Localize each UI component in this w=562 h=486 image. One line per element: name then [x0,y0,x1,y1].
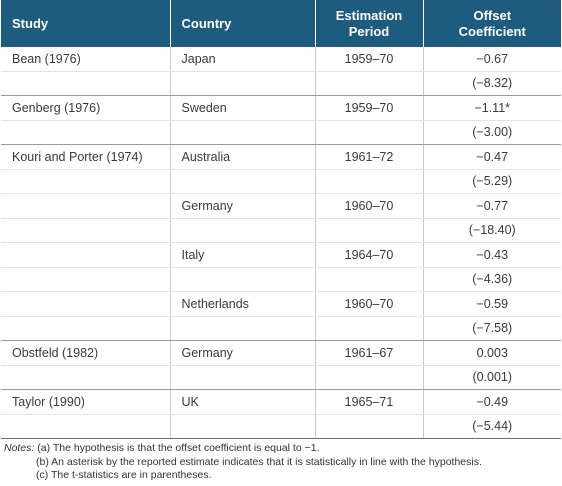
study-cell [1,193,171,219]
empty-cell [315,218,424,243]
tstat-cell: (−18.40) [423,218,561,243]
tstat-row: (−18.40) [1,218,561,243]
empty-cell [315,120,424,145]
table-row: Genberg (1976) Sweden 1959–70 −1.11* [1,95,561,121]
note-c: (c) The t-statistics are in parentheses. [36,469,212,481]
period-cell: 1960–70 [315,193,424,219]
tstat-row: (−5.29) [1,169,561,194]
coefficient-cell: −0.47 [423,144,561,170]
header-coef-line2: Coefficient [458,23,526,39]
empty-cell [315,267,424,292]
tstat-cell: (−5.29) [423,169,561,194]
country-cell: Japan [170,47,316,72]
empty-cell [170,316,316,341]
header-study: Study [1,0,171,47]
empty-cell [170,120,316,145]
country-cell: Italy [170,242,316,268]
period-cell: 1960–70 [315,291,424,317]
study-cell: Bean (1976) [1,47,171,72]
tstat-row: (−3.00) [1,120,561,145]
note-b: (b) An asterisk by the reported estimate… [36,455,482,468]
table-row: Bean (1976) Japan 1959–70 −0.67 [1,47,561,72]
empty-cell [1,316,171,341]
period-cell: 1959–70 [315,95,424,121]
tstat-cell: (−8.32) [423,71,561,96]
period-cell: 1961–67 [315,340,424,366]
country-cell: Germany [170,340,316,366]
country-cell: Netherlands [170,291,316,317]
study-cell: Obstfeld (1982) [1,340,171,366]
empty-cell [1,414,171,439]
tstat-cell: (−4.36) [423,267,561,292]
study-cell [1,242,171,268]
country-cell: Germany [170,193,316,219]
tstat-row: (−5.44) [1,414,561,439]
empty-cell [170,414,316,439]
country-cell: Sweden [170,95,316,121]
country-cell: UK [170,389,316,415]
table-row: Kouri and Porter (1974) Australia 1961–7… [1,144,561,170]
header-period-line1: Estimation [335,7,403,23]
coefficient-cell: −0.77 [423,193,561,219]
empty-cell [1,169,171,194]
tstat-cell: (0.001) [423,365,561,390]
tstat-cell: (−5.44) [423,414,561,439]
tstat-row: (−7.58) [1,316,561,341]
period-cell: 1961–72 [315,144,424,170]
table-notes: Notes: (a) The hypothesis is that the of… [4,442,482,483]
coefficient-cell: −0.49 [423,389,561,415]
table-row: Italy 1964–70 −0.43 [1,242,561,268]
coefficient-cell: −0.59 [423,291,561,317]
coefficient-cell: −0.67 [423,47,561,72]
empty-cell [315,414,424,439]
empty-cell [1,267,171,292]
study-cell: Taylor (1990) [1,389,171,415]
empty-cell [170,365,316,390]
table-row: Obstfeld (1982) Germany 1961–67 0.003 [1,340,561,366]
empty-cell [315,71,424,96]
coefficient-cell: −1.11* [423,95,561,121]
study-cell: Kouri and Porter (1974) [1,144,171,170]
empty-cell [315,169,424,194]
study-cell: Genberg (1976) [1,95,171,121]
tstat-row: (−8.32) [1,71,561,96]
notes-label: Notes: [4,442,35,454]
header-country: Country [170,0,316,47]
empty-cell [1,365,171,390]
table-row: Netherlands 1960–70 −0.59 [1,291,561,317]
period-cell: 1965–71 [315,389,424,415]
tstat-cell: (−3.00) [423,120,561,145]
tstat-row: (−4.36) [1,267,561,292]
country-cell: Australia [170,144,316,170]
empty-cell [170,169,316,194]
tstat-cell: (−7.58) [423,316,561,341]
empty-cell [170,218,316,243]
empty-cell [1,120,171,145]
coefficient-cell: 0.003 [423,340,561,366]
empty-cell [1,218,171,243]
note-a: (a) The hypothesis is that the offset co… [37,442,320,454]
header-period-line2: Period [348,23,390,39]
period-cell: 1964–70 [315,242,424,268]
note-a-row: Notes: (a) The hypothesis is that the of… [4,442,482,456]
empty-cell [170,267,316,292]
table-header-row: Study Country Estimation Period Offset C… [1,0,561,47]
tstat-row: (0.001) [1,365,561,390]
table-row: Taylor (1990) UK 1965–71 −0.49 [1,389,561,415]
table-row: Germany 1960–70 −0.77 [1,193,561,219]
empty-cell [315,316,424,341]
header-offset-coefficient: Offset Coefficient [423,0,561,47]
header-coef-line1: Offset [473,7,512,23]
empty-cell [315,365,424,390]
empty-cell [1,71,171,96]
empty-cell [170,71,316,96]
coefficient-cell: −0.43 [423,242,561,268]
study-cell [1,291,171,317]
period-cell: 1959–70 [315,47,424,72]
offset-coefficient-table: Study Country Estimation Period Offset C… [1,0,561,439]
header-estimation-period: Estimation Period [315,0,424,47]
